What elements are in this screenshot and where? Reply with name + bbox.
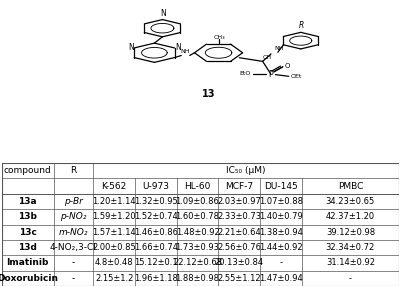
Text: -: - xyxy=(279,259,282,267)
Text: 1.52±0.74: 1.52±0.74 xyxy=(134,212,178,221)
Text: Doxorubicin: Doxorubicin xyxy=(0,274,58,283)
Text: CH₃: CH₃ xyxy=(214,35,225,40)
Text: 1.20±1.14: 1.20±1.14 xyxy=(92,197,136,206)
Text: 20.13±0.84: 20.13±0.84 xyxy=(215,259,264,267)
Text: -: - xyxy=(72,274,75,283)
Text: 2.00±0.85: 2.00±0.85 xyxy=(92,243,136,252)
Text: 13a: 13a xyxy=(18,197,37,206)
Text: PMBC: PMBC xyxy=(338,182,363,190)
Text: 1.88±0.98: 1.88±0.98 xyxy=(176,274,219,283)
Text: NH: NH xyxy=(275,46,284,51)
Text: U-973: U-973 xyxy=(142,182,169,190)
Text: 1.48±0.92: 1.48±0.92 xyxy=(176,228,219,237)
Text: -: - xyxy=(349,274,352,283)
Text: 39.12±0.98: 39.12±0.98 xyxy=(326,228,375,237)
Text: 1.59±1.20: 1.59±1.20 xyxy=(92,212,136,221)
Text: 1.32±0.95: 1.32±0.95 xyxy=(134,197,178,206)
Text: HL-60: HL-60 xyxy=(184,182,211,190)
Text: OEt: OEt xyxy=(291,74,302,79)
Text: DU-145: DU-145 xyxy=(264,182,298,190)
Text: CH: CH xyxy=(263,55,272,60)
Text: 1.44±0.92: 1.44±0.92 xyxy=(259,243,303,252)
Text: 1.57±1.14: 1.57±1.14 xyxy=(92,228,136,237)
Text: O: O xyxy=(285,63,290,69)
Text: 2.55±1.12: 2.55±1.12 xyxy=(217,274,261,283)
Text: N: N xyxy=(128,43,134,52)
Text: 1.96±1.18: 1.96±1.18 xyxy=(134,274,178,283)
Text: NH: NH xyxy=(180,49,190,54)
Text: 13: 13 xyxy=(202,89,215,99)
Text: EtO: EtO xyxy=(239,71,251,76)
Text: K-562: K-562 xyxy=(101,182,127,190)
Text: 2.15±1.2: 2.15±1.2 xyxy=(95,274,134,283)
Text: MCF-7: MCF-7 xyxy=(225,182,253,190)
Text: N: N xyxy=(175,43,180,52)
Text: 2.21±0.64: 2.21±0.64 xyxy=(217,228,261,237)
Text: 22.12±0.68: 22.12±0.68 xyxy=(173,259,222,267)
Text: 1.60±0.78: 1.60±0.78 xyxy=(176,212,219,221)
Text: 2.56±0.76: 2.56±0.76 xyxy=(217,243,261,252)
Text: 32.34±0.72: 32.34±0.72 xyxy=(326,243,375,252)
Text: 1.09±0.86: 1.09±0.86 xyxy=(176,197,219,206)
Text: 13b: 13b xyxy=(18,212,37,221)
Text: IC₅₀ (μM): IC₅₀ (μM) xyxy=(227,166,266,175)
Text: R: R xyxy=(299,21,304,30)
Text: R: R xyxy=(70,166,77,175)
Text: 1.46±0.86: 1.46±0.86 xyxy=(134,228,178,237)
Text: P: P xyxy=(268,70,273,79)
Text: 1.73±0.93: 1.73±0.93 xyxy=(176,243,219,252)
Text: 4.8±0.48: 4.8±0.48 xyxy=(95,259,134,267)
Text: 1.47±0.94: 1.47±0.94 xyxy=(259,274,303,283)
Text: 42.37±1.20: 42.37±1.20 xyxy=(326,212,375,221)
Text: 1.38±0.94: 1.38±0.94 xyxy=(259,228,303,237)
Text: p-NO₂: p-NO₂ xyxy=(60,212,87,221)
Text: 31.14±0.92: 31.14±0.92 xyxy=(326,259,375,267)
Text: 1.66±0.74: 1.66±0.74 xyxy=(134,243,178,252)
Text: Imatinib: Imatinib xyxy=(7,259,49,267)
Text: 2.03±0.97: 2.03±0.97 xyxy=(217,197,261,206)
Text: N: N xyxy=(160,9,166,18)
Text: compound: compound xyxy=(4,166,52,175)
Text: 1.07±0.88: 1.07±0.88 xyxy=(259,197,303,206)
Text: 15.12±0.1: 15.12±0.1 xyxy=(134,259,178,267)
Text: 2.33±0.73: 2.33±0.73 xyxy=(217,212,261,221)
Text: 4-NO₂,3-Cl: 4-NO₂,3-Cl xyxy=(50,243,97,252)
Text: 13d: 13d xyxy=(18,243,37,252)
Text: -: - xyxy=(72,259,75,267)
Text: p-Br: p-Br xyxy=(64,197,83,206)
Text: 1.40±0.79: 1.40±0.79 xyxy=(259,212,303,221)
Text: 13c: 13c xyxy=(19,228,37,237)
Text: m-NO₂: m-NO₂ xyxy=(59,228,88,237)
Text: 34.23±0.65: 34.23±0.65 xyxy=(326,197,375,206)
